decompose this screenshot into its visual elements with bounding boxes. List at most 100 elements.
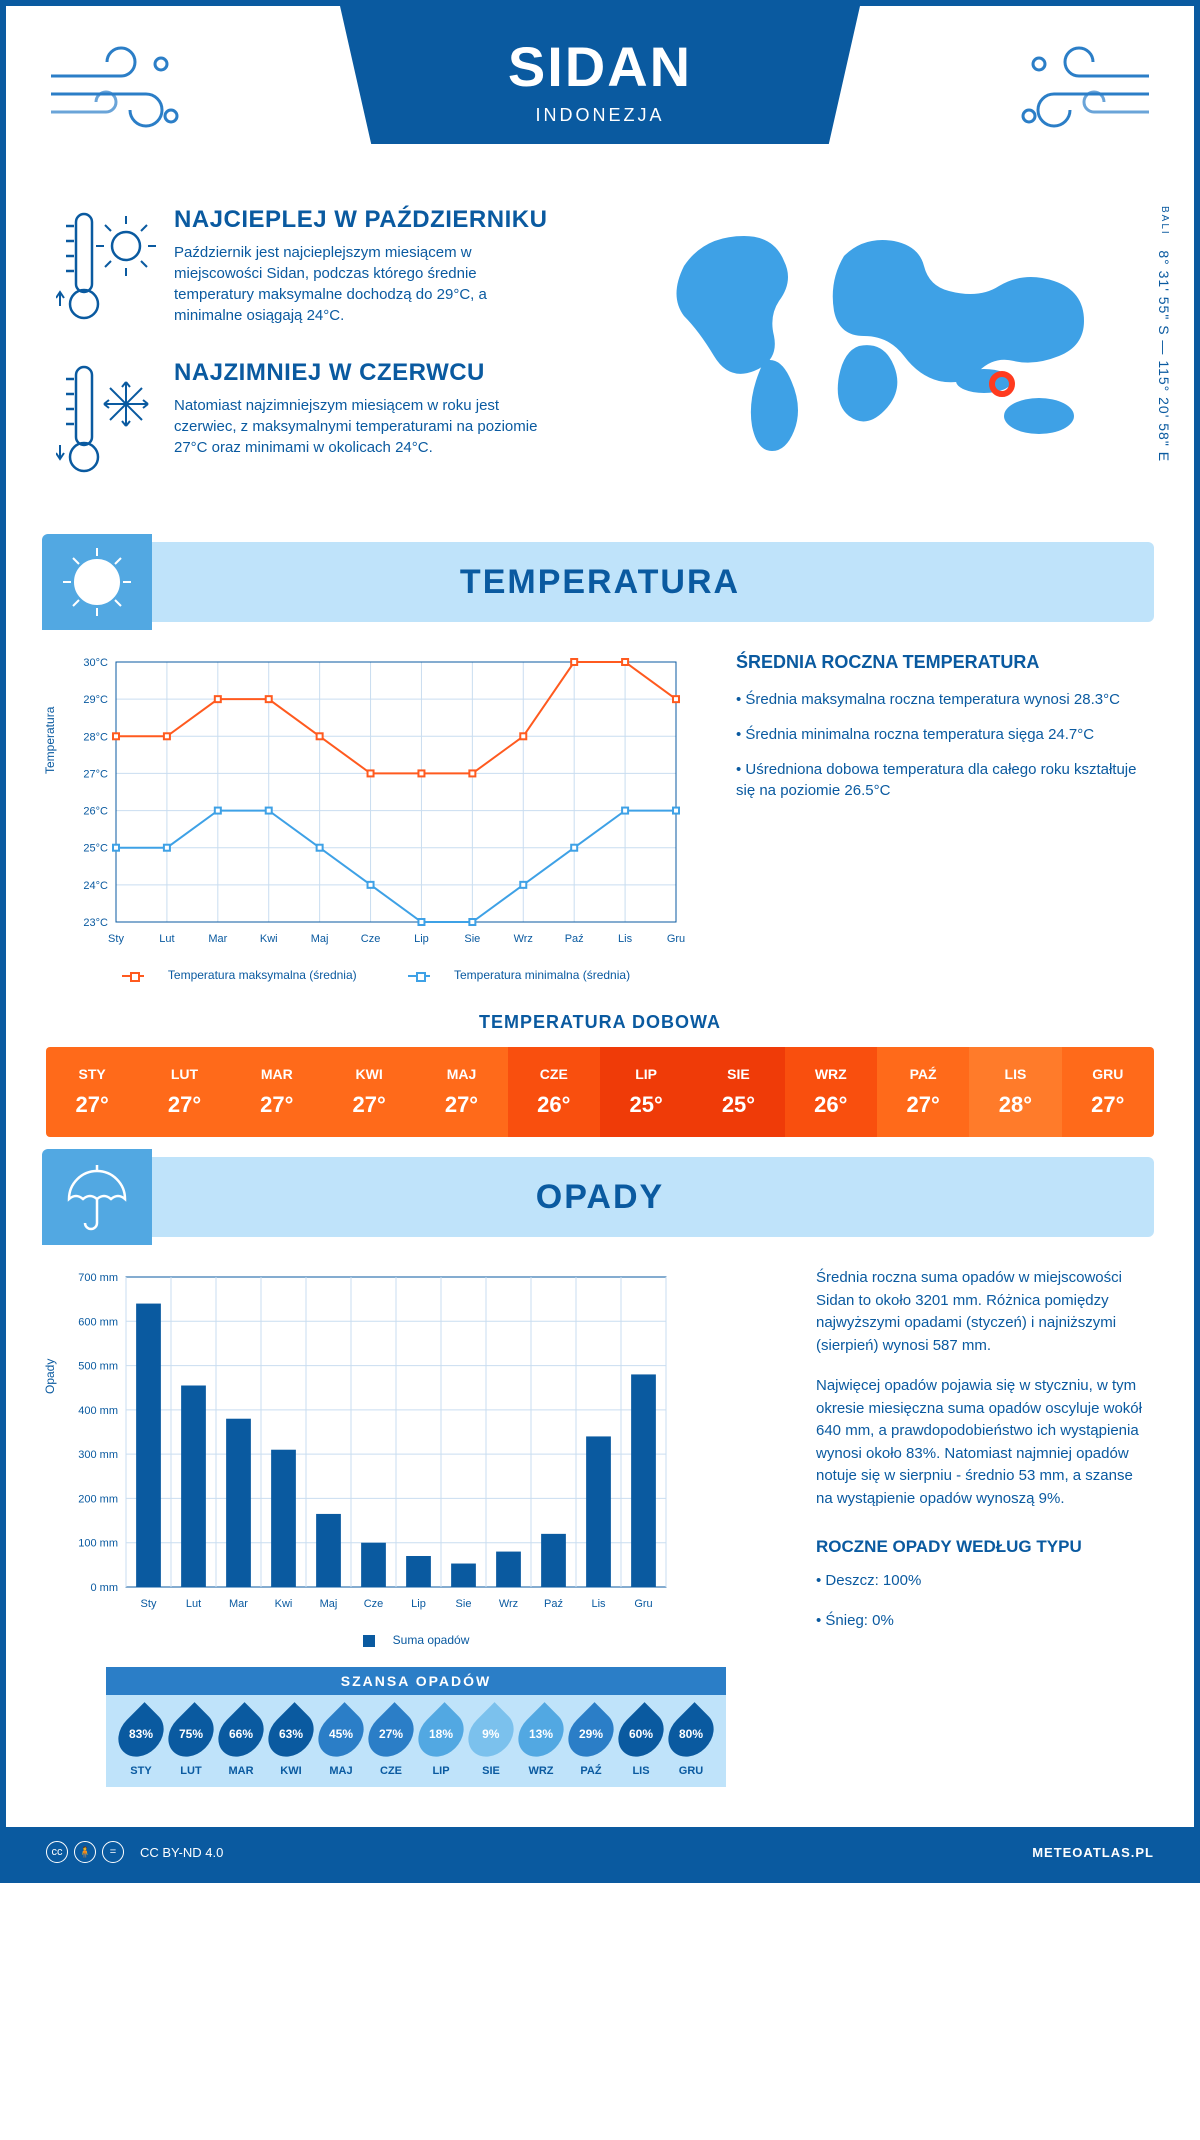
rain-chance-box: SZANSA OPADÓW 83%STY75%LUT66%MAR63%KWI45… [106, 1667, 726, 1787]
sun-icon [42, 534, 152, 630]
svg-text:100 mm: 100 mm [78, 1538, 118, 1550]
svg-text:25°C: 25°C [83, 843, 108, 855]
svg-text:Paź: Paź [565, 933, 584, 945]
svg-text:28°C: 28°C [83, 731, 108, 743]
hottest-text: Październik jest najcieplejszym miesiące… [174, 242, 554, 326]
thermometer-cold-icon [56, 359, 156, 484]
svg-text:23°C: 23°C [83, 917, 108, 929]
coldest-title: NAJZIMNIEJ W CZERWCU [174, 359, 554, 387]
heat-cell: CZE26° [508, 1047, 600, 1137]
svg-text:600 mm: 600 mm [78, 1316, 118, 1328]
svg-text:700 mm: 700 mm [78, 1272, 118, 1284]
svg-text:Sty: Sty [108, 933, 124, 945]
svg-text:Lut: Lut [186, 1598, 201, 1610]
svg-text:Lip: Lip [411, 1598, 426, 1610]
hottest-block: NAJCIEPLEJ W PAŹDZIERNIKU Październik je… [56, 206, 614, 331]
rain-chance-drop: 18%LIP [421, 1709, 461, 1777]
svg-text:26°C: 26°C [83, 806, 108, 818]
avg-temp-info: ŚREDNIA ROCZNA TEMPERATURA • Średnia mak… [736, 652, 1144, 982]
svg-text:Lut: Lut [159, 933, 174, 945]
hottest-title: NAJCIEPLEJ W PAŹDZIERNIKU [174, 206, 554, 234]
coordinates: BALI 8° 31' 55" S — 115° 20' 58" E [1156, 206, 1172, 462]
heat-cell: PAŹ27° [877, 1047, 969, 1137]
svg-text:400 mm: 400 mm [78, 1405, 118, 1417]
cc-icon: cc [46, 1841, 68, 1863]
umbrella-icon [42, 1149, 152, 1245]
svg-text:Kwi: Kwi [275, 1598, 293, 1610]
heat-cell: LIS28° [969, 1047, 1061, 1137]
rain-chart-legend: Suma opadów [56, 1633, 776, 1647]
coldest-text: Natomiast najzimniejszym miesiącem w rok… [174, 395, 554, 458]
rain-chance-drop: 63%KWI [271, 1709, 311, 1777]
svg-text:27°C: 27°C [83, 768, 108, 780]
rain-chance-drop: 80%GRU [671, 1709, 711, 1777]
svg-text:Mar: Mar [208, 933, 227, 945]
wind-icon [1014, 46, 1154, 141]
heat-cell: KWI27° [323, 1047, 415, 1137]
temp-chart-legend: Temperatura maksymalna (średnia) Tempera… [56, 968, 696, 982]
svg-text:Sie: Sie [464, 933, 480, 945]
temperature-banner: TEMPERATURA [46, 542, 1154, 622]
svg-text:29°C: 29°C [83, 694, 108, 706]
svg-text:0 mm: 0 mm [91, 1582, 119, 1594]
rain-chance-drop: 9%SIE [471, 1709, 511, 1777]
rain-chance-drop: 27%CZE [371, 1709, 411, 1777]
svg-text:Paź: Paź [544, 1598, 563, 1610]
heat-cell: SIE25° [692, 1047, 784, 1137]
svg-text:Mar: Mar [229, 1598, 248, 1610]
svg-text:Lis: Lis [618, 933, 633, 945]
svg-text:Cze: Cze [364, 1598, 384, 1610]
heat-cell: WRZ26° [785, 1047, 877, 1137]
precipitation-text: Średnia roczna suma opadów w miejscowośc… [816, 1267, 1144, 1797]
rain-chance-drop: 29%PAŹ [571, 1709, 611, 1777]
rain-chance-drop: 60%LIS [621, 1709, 661, 1777]
svg-text:Wrz: Wrz [499, 1598, 518, 1610]
license-icons: cc 🧍 = CC BY-ND 4.0 [46, 1841, 223, 1863]
wind-icon [46, 46, 186, 141]
heat-cell: STY27° [46, 1047, 138, 1137]
page-header: SIDAN INDONEZJA [6, 6, 1194, 206]
page-footer: cc 🧍 = CC BY-ND 4.0 METEOATLAS.PL [6, 1827, 1194, 1877]
nd-icon: = [102, 1841, 124, 1863]
svg-text:300 mm: 300 mm [78, 1449, 118, 1461]
svg-text:Gru: Gru [634, 1598, 652, 1610]
title-banner: SIDAN INDONEZJA [340, 6, 860, 144]
by-icon: 🧍 [74, 1841, 96, 1863]
rain-chance-drop: 13%WRZ [521, 1709, 561, 1777]
svg-text:200 mm: 200 mm [78, 1493, 118, 1505]
section-title-temperature: TEMPERATURA [460, 563, 740, 602]
site-name: METEOATLAS.PL [1032, 1845, 1154, 1860]
section-title-precipitation: OPADY [536, 1178, 664, 1217]
svg-text:500 mm: 500 mm [78, 1361, 118, 1373]
svg-text:30°C: 30°C [83, 657, 108, 669]
svg-text:24°C: 24°C [83, 880, 108, 892]
heat-cell: LIP25° [600, 1047, 692, 1137]
heat-cell: MAR27° [231, 1047, 323, 1137]
daily-temp-title: TEMPERATURA DOBOWA [6, 1012, 1194, 1033]
svg-text:Gru: Gru [667, 933, 685, 945]
thermometer-hot-icon [56, 206, 156, 331]
coldest-block: NAJZIMNIEJ W CZERWCU Natomiast najzimnie… [56, 359, 614, 484]
rain-chance-drop: 75%LUT [171, 1709, 211, 1777]
svg-text:Sty: Sty [141, 1598, 157, 1610]
svg-text:Maj: Maj [320, 1598, 338, 1610]
svg-text:Wrz: Wrz [514, 933, 533, 945]
svg-text:Kwi: Kwi [260, 933, 278, 945]
svg-text:Cze: Cze [361, 933, 381, 945]
svg-text:Maj: Maj [311, 933, 329, 945]
location-subtitle: INDONEZJA [340, 105, 860, 126]
heat-cell: GRU27° [1062, 1047, 1154, 1137]
heat-cell: LUT27° [138, 1047, 230, 1137]
svg-text:Lip: Lip [414, 933, 429, 945]
svg-text:Lis: Lis [591, 1598, 606, 1610]
rain-chance-drop: 83%STY [121, 1709, 161, 1777]
precipitation-bar-chart: Opady 0 mm100 mm200 mm300 mm400 mm500 mm… [56, 1267, 776, 1627]
temperature-line-chart: Temperatura 23°C24°C25°C26°C27°C28°C29°C… [56, 652, 696, 962]
rain-chance-drop: 66%MAR [221, 1709, 261, 1777]
precipitation-banner: OPADY [46, 1157, 1154, 1237]
svg-text:Sie: Sie [456, 1598, 472, 1610]
rain-chance-drop: 45%MAJ [321, 1709, 361, 1777]
daily-temp-heatrow: STY27°LUT27°MAR27°KWI27°MAJ27°CZE26°LIP2… [46, 1047, 1154, 1137]
heat-cell: MAJ27° [415, 1047, 507, 1137]
location-title: SIDAN [340, 34, 860, 99]
